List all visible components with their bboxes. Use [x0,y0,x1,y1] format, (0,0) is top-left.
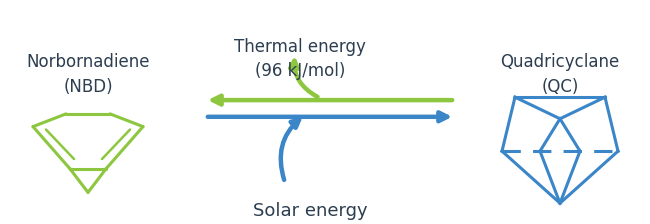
Text: Solar energy: Solar energy [253,202,367,220]
Text: Norbornadiene
(NBD): Norbornadiene (NBD) [26,53,150,96]
Text: Quadricyclane
(QC): Quadricyclane (QC) [500,53,619,96]
Text: Thermal energy
(96 kJ/mol): Thermal energy (96 kJ/mol) [234,38,366,80]
